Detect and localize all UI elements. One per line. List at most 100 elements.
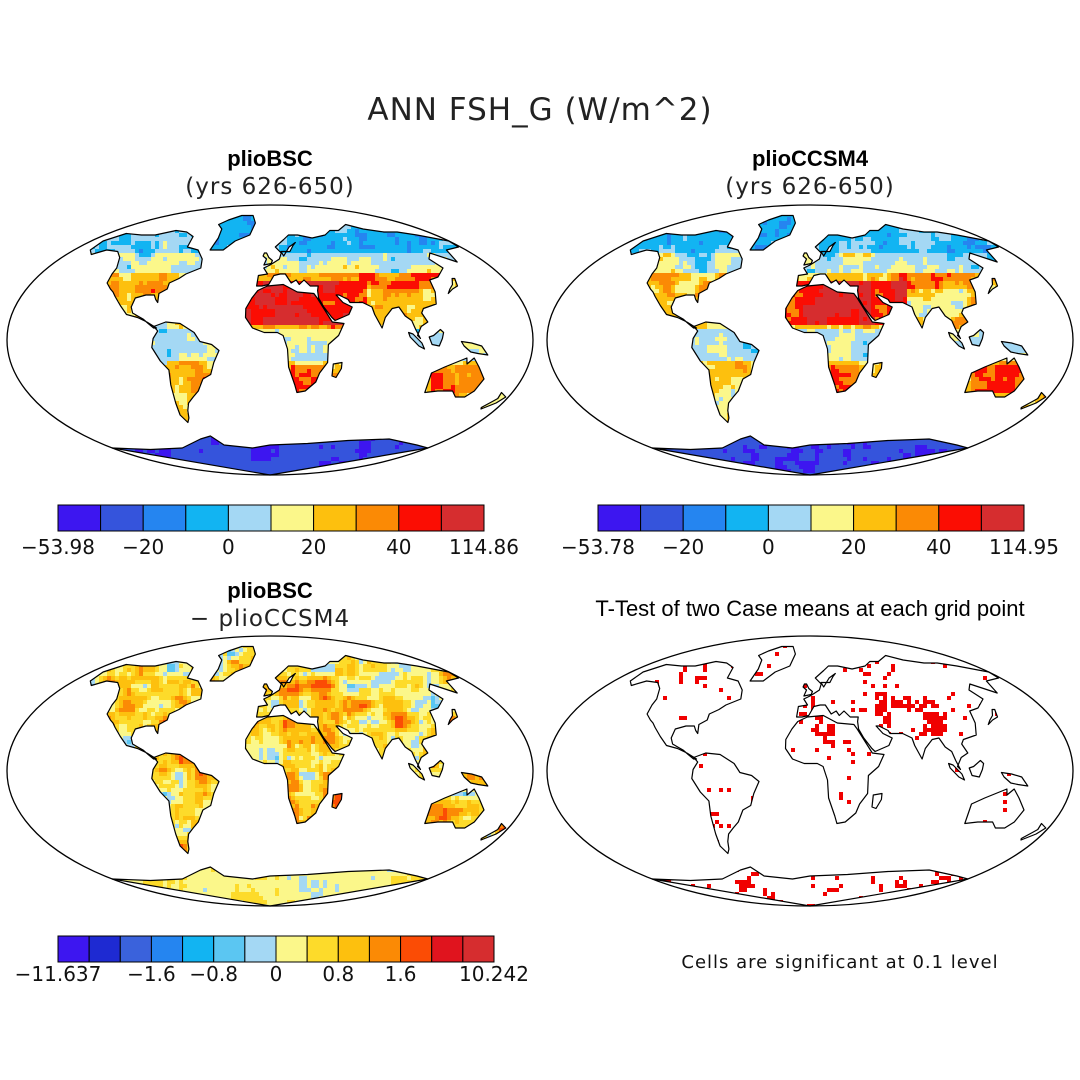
grid-cell (131, 313, 135, 317)
grid-cell (531, 257, 535, 261)
grid-cell (515, 285, 519, 289)
grid-cell (483, 221, 487, 225)
grid-cell (375, 281, 379, 285)
grid-cell (511, 209, 515, 213)
grid-cell (415, 317, 419, 321)
grid-cell (407, 217, 411, 221)
grid-cell (471, 205, 475, 209)
grid-cell (331, 293, 335, 297)
grid-cell (143, 241, 147, 245)
grid-cell (287, 257, 291, 261)
grid-cell (127, 305, 131, 309)
grid-cell (443, 253, 447, 257)
grid-cell (395, 285, 399, 289)
grid-cell (179, 333, 183, 337)
grid-cell (383, 205, 387, 209)
grid-cell (339, 261, 343, 265)
grid-cell (263, 317, 267, 321)
grid-cell (175, 237, 179, 241)
grid-cell (423, 305, 427, 309)
grid-cell (327, 237, 331, 241)
grid-cell (287, 265, 291, 269)
grid-cell (379, 309, 383, 313)
grid-cell (99, 225, 103, 229)
grid-cell (399, 249, 403, 253)
grid-cell (527, 209, 531, 213)
grid-cell (299, 237, 303, 241)
grid-cell (515, 265, 519, 269)
grid-cell (143, 237, 147, 241)
grid-cell (127, 241, 131, 245)
grid-cell (311, 269, 315, 273)
grid-cell (459, 215, 463, 217)
grid-cell (275, 313, 279, 317)
grid-cell (199, 257, 203, 261)
grid-cell (19, 277, 23, 281)
grid-cell (51, 237, 55, 241)
grid-cell (531, 213, 535, 217)
grid-cell (415, 257, 419, 261)
grid-cell (263, 313, 267, 317)
grid-cell (163, 349, 167, 353)
grid-cell (491, 221, 495, 225)
grid-cell (415, 281, 419, 285)
grid-cell (167, 233, 171, 237)
grid-cell (359, 281, 363, 285)
grid-cell (339, 241, 343, 245)
grid-cell (59, 249, 63, 253)
grid-cell (459, 221, 463, 225)
grid-cell (287, 309, 291, 313)
grid-cell (339, 205, 343, 209)
grid-cell (11, 273, 15, 277)
grid-cell (47, 233, 51, 237)
grid-cell (19, 253, 23, 257)
grid-cell (291, 273, 295, 277)
grid-cell (315, 297, 319, 301)
grid-cell (391, 265, 395, 269)
grid-cell (51, 225, 55, 229)
grid-cell (159, 353, 163, 357)
grid-cell (143, 215, 147, 217)
grid-cell (431, 215, 435, 217)
grid-cell (391, 269, 395, 273)
grid-cell (515, 209, 519, 213)
grid-cell (15, 273, 19, 277)
grid-cell (375, 273, 379, 277)
grid-cell (175, 261, 179, 265)
grid-cell (15, 289, 19, 293)
grid-cell (79, 229, 83, 233)
grid-cell (127, 261, 131, 265)
grid-cell (19, 205, 23, 209)
grid-cell (291, 325, 295, 329)
grid-cell (319, 321, 323, 325)
grid-cell (151, 245, 155, 249)
grid-cell (183, 261, 187, 265)
grid-cell (291, 321, 295, 325)
grid-cell (291, 245, 295, 249)
grid-cell (51, 213, 55, 217)
grid-cell (127, 217, 131, 221)
grid-cell (259, 317, 263, 321)
grid-cell (163, 281, 167, 285)
grid-cell (271, 329, 275, 333)
grid-cell (183, 329, 187, 333)
grid-cell (519, 289, 523, 293)
grid-cell (147, 237, 151, 241)
grid-cell (111, 217, 115, 221)
grid-cell (23, 257, 27, 261)
grid-cell (403, 297, 407, 301)
grid-cell (515, 205, 519, 209)
grid-cell (347, 229, 351, 233)
grid-cell (451, 233, 455, 237)
grid-cell (75, 241, 79, 245)
grid-cell (383, 215, 387, 217)
grid-cell (35, 265, 39, 269)
grid-cell (323, 245, 327, 249)
grid-cell (175, 245, 179, 249)
grid-cell (67, 233, 71, 237)
grid-cell (191, 261, 195, 265)
grid-cell (311, 329, 315, 333)
grid-cell (435, 337, 439, 341)
grid-cell (335, 281, 339, 285)
grid-cell (399, 285, 403, 289)
